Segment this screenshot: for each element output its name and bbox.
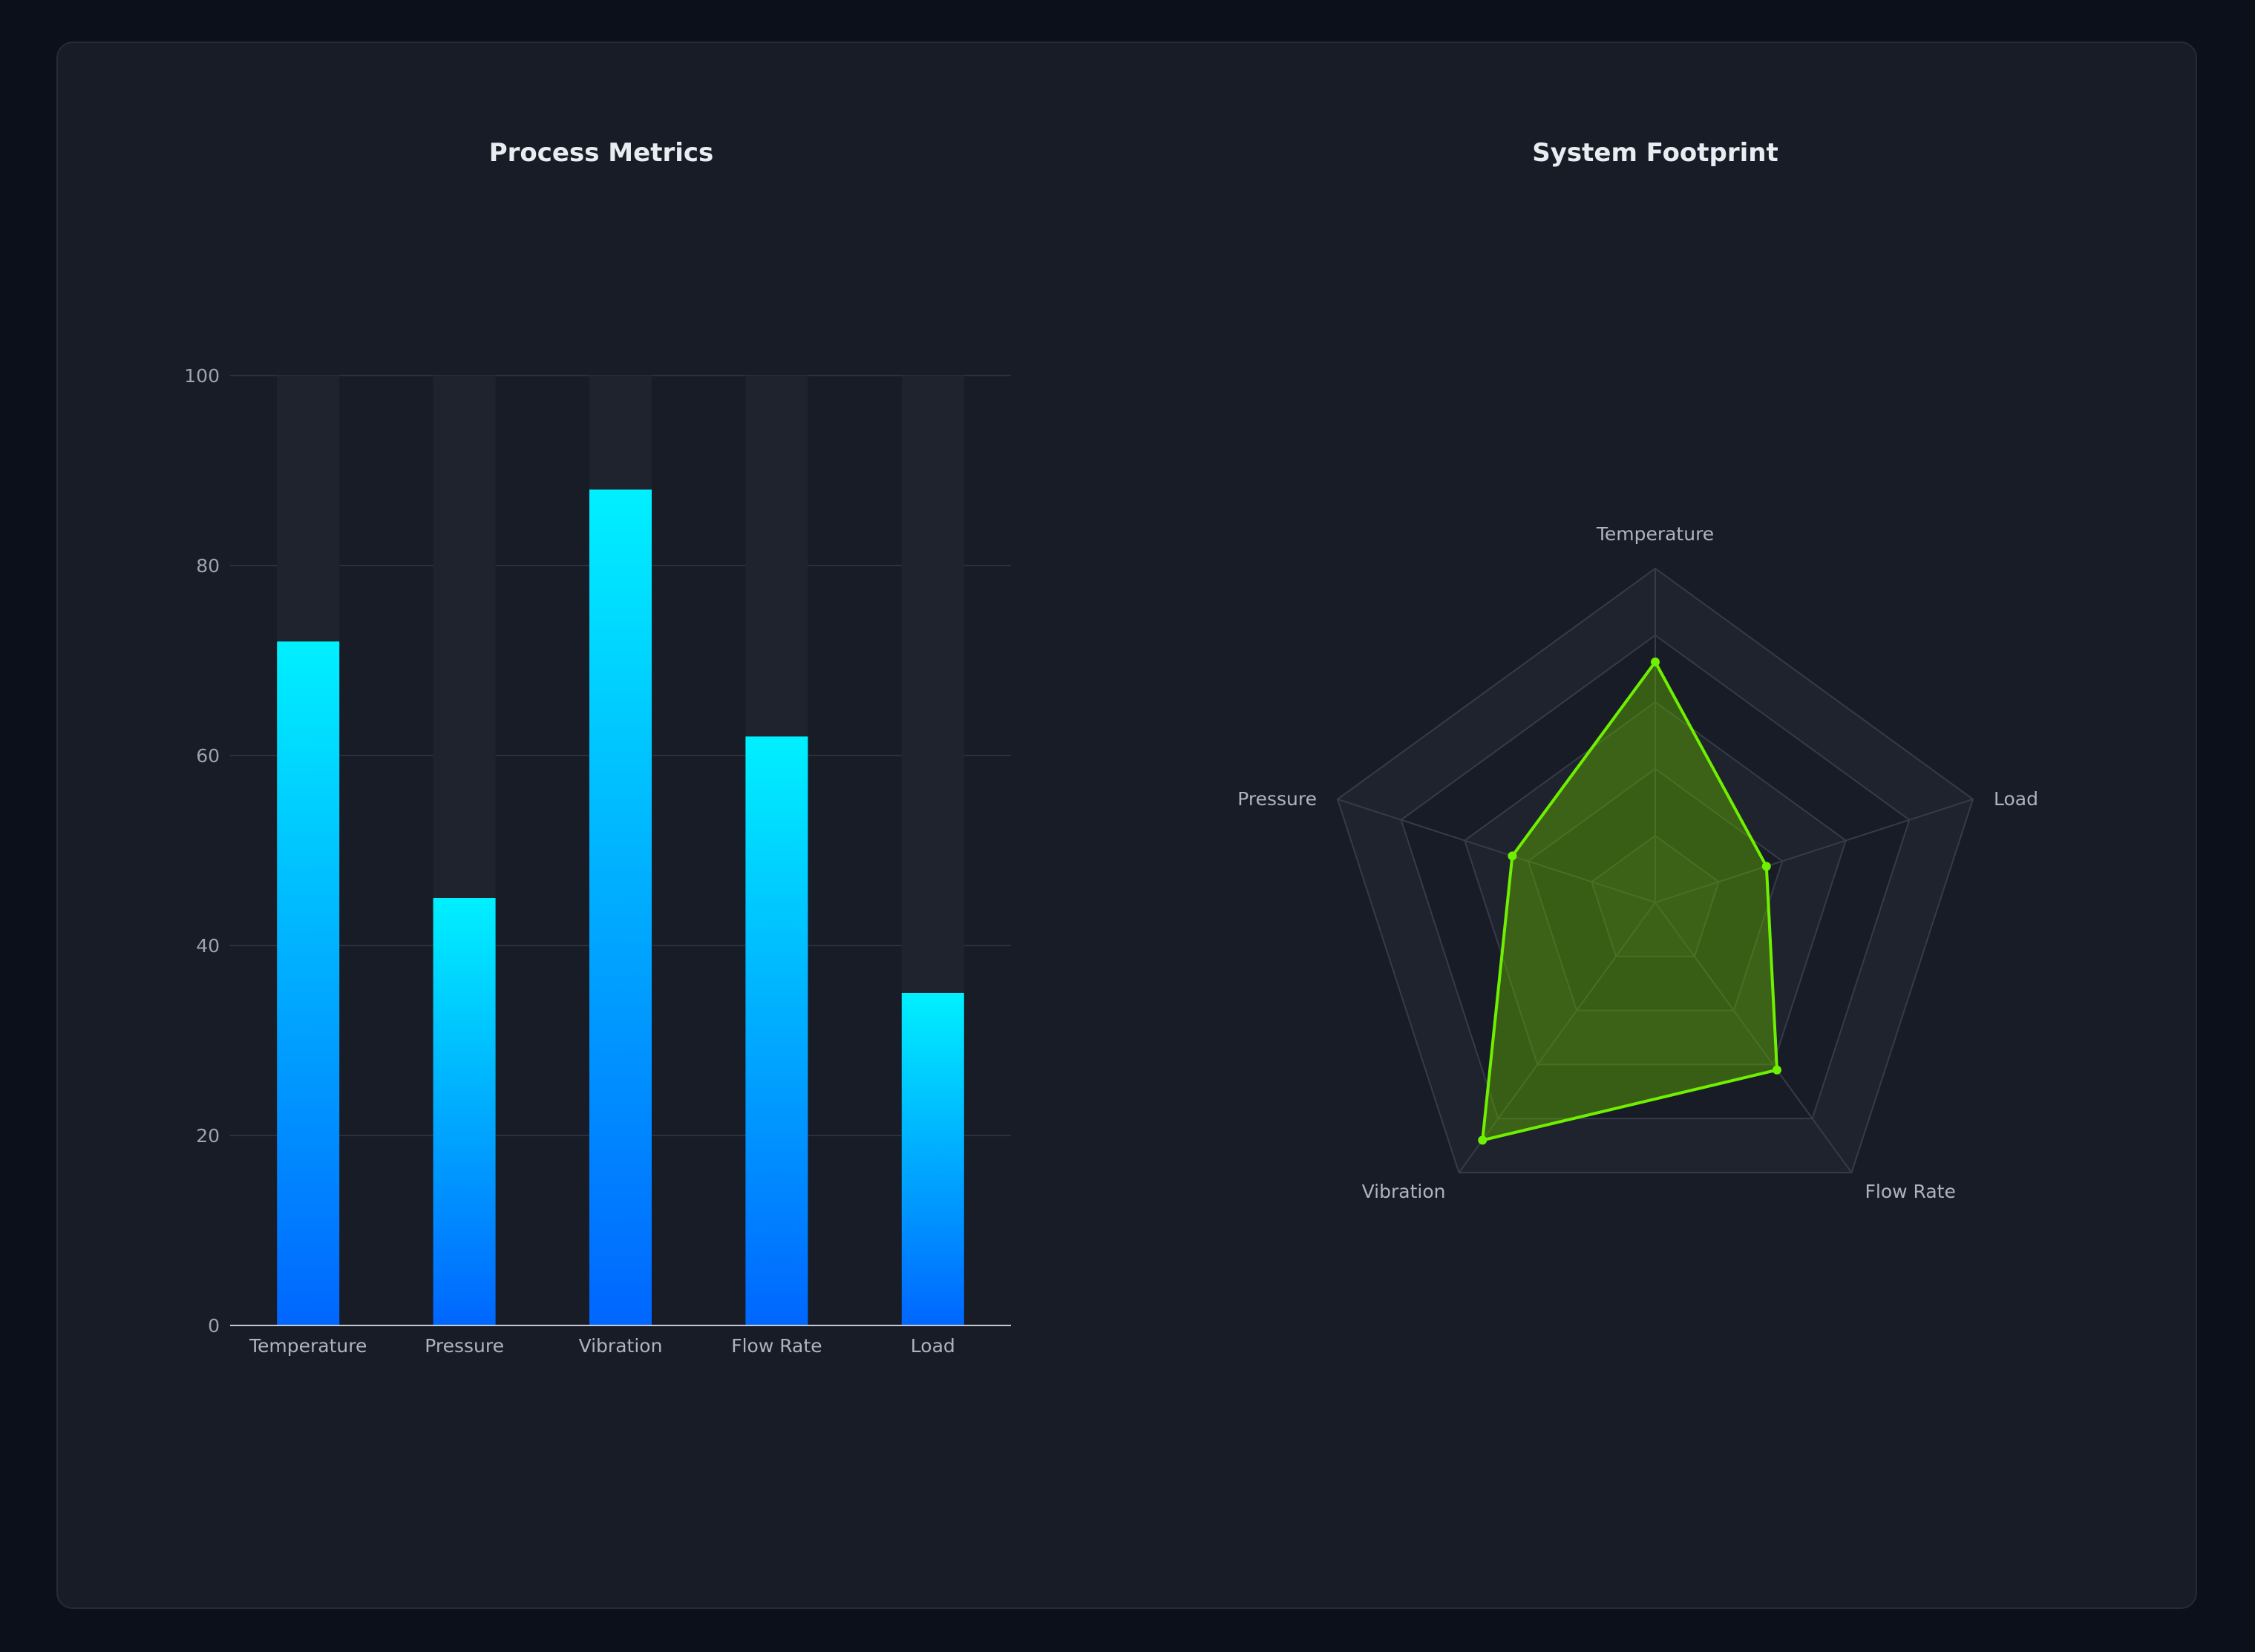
bar-y-tick-label: 80 [196,555,220,577]
radar-point [1478,1135,1487,1145]
radar-point [1761,862,1771,871]
radar-spoke [1458,902,1656,1173]
bar [589,489,652,1325]
radar-series-area [1481,661,1778,1142]
radar-spoke [1337,798,1656,903]
bar-x-tick-label: Temperature [249,1335,367,1357]
bar [433,898,496,1325]
bar-x-tick-label: Pressure [425,1335,504,1357]
bar-x-tick-label: Flow Rate [731,1335,822,1357]
radar-axis-label: Load [1994,788,2038,810]
radar-point [1508,851,1517,861]
bar-y-tick-label: 60 [196,745,220,767]
radar-axis-label: Temperature [1596,523,1714,545]
radar-axis-label: Pressure [1237,788,1317,810]
bar [901,993,964,1325]
bar-series [277,489,964,1325]
bar-chart-title: Process Metrics [488,138,714,168]
system-footprint-radar-chart: Temperature Load Flow Rate Vibration Pressur… [1237,523,2038,1202]
bar-y-tick-label: 40 [196,935,220,957]
bar-y-tick-label: 100 [184,365,220,387]
dashboard-panel: Process Metrics System Footprint 0 20 40 60… [56,42,2197,1609]
bar [745,736,808,1325]
radar-spokes [1337,568,1974,1173]
radar-axis-label: Flow Rate [1865,1181,1956,1202]
radar-series [1478,658,1781,1145]
radar-spoke [1655,902,1853,1173]
radar-axis-labels: Temperature Load Flow Rate Vibration Pressur… [1237,523,2038,1202]
bar-x-tick-label: Load [911,1335,955,1357]
radar-point [1772,1065,1781,1075]
bar-y-tick-label: 20 [196,1125,220,1147]
bar-x-labels: Temperature Pressure Vibration Flow Rate Loa… [249,1335,955,1357]
bar-x-tick-label: Vibration [579,1335,663,1357]
process-metrics-bar-chart: 0 20 40 60 80 100 Temperature Pressure Vibratio… [184,365,1011,1357]
bar [277,641,340,1325]
bar-y-ticks: 0 20 40 60 80 100 [184,365,220,1337]
radar-point [1651,658,1660,666]
radar-spoke [1655,798,1974,903]
radar-chart-title: System Footprint [1532,138,1778,168]
bar-y-tick-label: 0 [208,1315,220,1337]
radar-axis-label: Vibration [1362,1181,1446,1202]
